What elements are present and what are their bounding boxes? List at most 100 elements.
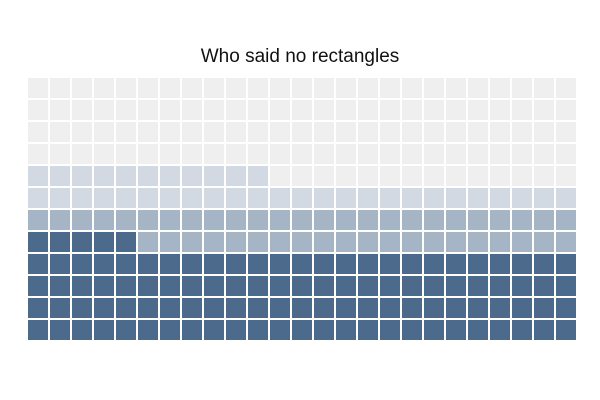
waffle-cell: [116, 320, 136, 340]
waffle-cell: [468, 100, 488, 120]
waffle-cell: [226, 210, 246, 230]
waffle-cell: [182, 298, 202, 318]
waffle-cell: [424, 276, 444, 296]
waffle-cell: [446, 78, 466, 98]
waffle-cell: [138, 166, 158, 186]
waffle-cell: [204, 188, 224, 208]
waffle-cell: [160, 144, 180, 164]
waffle-cell: [402, 254, 422, 274]
waffle-cell: [534, 276, 554, 296]
waffle-cell: [380, 78, 400, 98]
waffle-cell: [270, 188, 290, 208]
waffle-cell: [116, 166, 136, 186]
waffle-cell: [50, 276, 70, 296]
waffle-cell: [248, 276, 268, 296]
waffle-cell: [512, 320, 532, 340]
waffle-cell: [28, 144, 48, 164]
waffle-cell: [160, 78, 180, 98]
waffle-cell: [358, 78, 378, 98]
waffle-cell: [292, 298, 312, 318]
waffle-cell: [248, 232, 268, 252]
waffle-cell: [270, 276, 290, 296]
waffle-cell: [468, 254, 488, 274]
waffle-cell: [292, 166, 312, 186]
waffle-cell: [490, 122, 510, 142]
waffle-cell: [182, 232, 202, 252]
waffle-cell: [50, 320, 70, 340]
waffle-cell: [446, 188, 466, 208]
waffle-cell: [556, 188, 576, 208]
waffle-cell: [204, 78, 224, 98]
waffle-cell: [28, 188, 48, 208]
waffle-cell: [490, 276, 510, 296]
waffle-cell: [270, 254, 290, 274]
waffle-cell: [446, 254, 466, 274]
waffle-cell: [94, 122, 114, 142]
waffle-cell: [116, 276, 136, 296]
waffle-cell: [490, 100, 510, 120]
waffle-cell: [28, 320, 48, 340]
waffle-cell: [336, 232, 356, 252]
waffle-cell: [94, 298, 114, 318]
waffle-cell: [94, 78, 114, 98]
waffle-cell: [204, 144, 224, 164]
waffle-cell: [446, 320, 466, 340]
waffle-cell: [248, 254, 268, 274]
waffle-cell: [226, 232, 246, 252]
waffle-cell: [358, 188, 378, 208]
waffle-cell: [138, 210, 158, 230]
waffle-cell: [468, 166, 488, 186]
waffle-cell: [248, 298, 268, 318]
waffle-cell: [468, 144, 488, 164]
waffle-cell: [72, 276, 92, 296]
waffle-cell: [204, 210, 224, 230]
waffle-cell: [50, 144, 70, 164]
waffle-cell: [358, 210, 378, 230]
waffle-cell: [468, 122, 488, 142]
waffle-cell: [446, 144, 466, 164]
waffle-cell: [270, 100, 290, 120]
waffle-cell: [314, 188, 334, 208]
waffle-cell: [138, 320, 158, 340]
waffle-cell: [446, 100, 466, 120]
waffle-cell: [380, 254, 400, 274]
waffle-cell: [446, 298, 466, 318]
waffle-cell: [380, 188, 400, 208]
waffle-cell: [116, 254, 136, 274]
waffle-cell: [116, 100, 136, 120]
waffle-cell: [72, 298, 92, 318]
waffle-cell: [182, 122, 202, 142]
waffle-cell: [226, 166, 246, 186]
waffle-cell: [468, 78, 488, 98]
waffle-cell: [160, 320, 180, 340]
waffle-cell: [314, 100, 334, 120]
waffle-cell: [270, 78, 290, 98]
waffle-cell: [72, 320, 92, 340]
waffle-cell: [358, 232, 378, 252]
waffle-cell: [534, 188, 554, 208]
waffle-cell: [446, 232, 466, 252]
waffle-cell: [336, 144, 356, 164]
waffle-cell: [336, 298, 356, 318]
waffle-cell: [160, 166, 180, 186]
waffle-cell: [182, 100, 202, 120]
waffle-cell: [534, 100, 554, 120]
waffle-cell: [226, 320, 246, 340]
waffle-cell: [248, 320, 268, 340]
waffle-cell: [512, 298, 532, 318]
waffle-cell: [380, 298, 400, 318]
waffle-cell: [512, 78, 532, 98]
waffle-cell: [402, 166, 422, 186]
waffle-cell: [336, 210, 356, 230]
waffle-cell: [270, 232, 290, 252]
waffle-cell: [226, 254, 246, 274]
waffle-cell: [182, 254, 202, 274]
waffle-cell: [160, 122, 180, 142]
waffle-cell: [490, 232, 510, 252]
waffle-cell: [138, 122, 158, 142]
waffle-cell: [534, 144, 554, 164]
waffle-cell: [116, 298, 136, 318]
waffle-cell: [94, 100, 114, 120]
waffle-cell: [72, 210, 92, 230]
waffle-cell: [402, 188, 422, 208]
